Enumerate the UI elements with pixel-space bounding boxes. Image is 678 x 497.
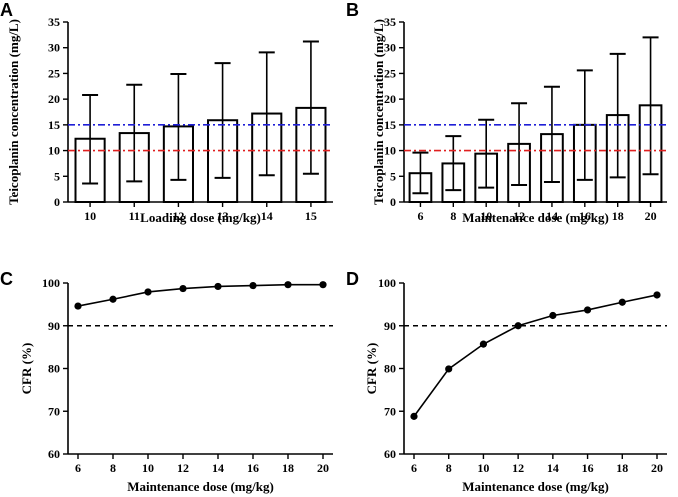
panel-letter: B xyxy=(346,0,359,20)
x-tick-label: 8 xyxy=(110,461,116,475)
x-axis-title: Maintenance dose (mg/kg) xyxy=(462,210,609,225)
y-tick-label: 35 xyxy=(384,15,396,29)
x-tick-label: 20 xyxy=(645,209,657,223)
y-axis-title: CFR (%) xyxy=(364,343,379,395)
data-point xyxy=(179,284,187,293)
x-tick-label: 18 xyxy=(616,461,628,475)
y-tick-label: 90 xyxy=(384,319,396,333)
x-tick-label: 6 xyxy=(417,209,423,223)
x-tick-label: 8 xyxy=(446,461,452,475)
y-tick-label: 30 xyxy=(48,41,60,55)
x-tick-label: 11 xyxy=(129,209,140,223)
x-tick-label: 14 xyxy=(547,461,559,475)
x-tick-label: 12 xyxy=(172,209,184,223)
data-point xyxy=(214,282,222,291)
x-tick-label: 20 xyxy=(317,461,329,475)
y-tick-label: 60 xyxy=(48,447,60,461)
x-tick-label: 12 xyxy=(513,209,525,223)
data-point xyxy=(583,306,592,314)
y-tick-label: 10 xyxy=(48,144,60,158)
panel-d: D 60 70 80 90 100 CFR (%) Maintenance dose (mg/… xyxy=(346,269,667,494)
x-axis-title: Loading dose (mg/kg) xyxy=(140,210,261,225)
x-tick-label: 10 xyxy=(477,461,489,475)
y-axis-title: Teicoplanin concentration (mg/L) xyxy=(371,19,386,205)
x-tick-label: 10 xyxy=(142,461,154,475)
y-tick-label: 80 xyxy=(384,362,396,376)
y-tick-label: 100 xyxy=(378,276,396,290)
x-tick-label: 10 xyxy=(480,209,492,223)
y-axis-title: CFR (%) xyxy=(19,343,34,395)
x-tick-label: 16 xyxy=(579,209,591,223)
x-tick-label: 6 xyxy=(411,461,417,475)
x-tick-label: 14 xyxy=(212,461,224,475)
x-tick-label: 12 xyxy=(512,461,524,475)
data-point xyxy=(319,281,327,289)
series-line xyxy=(77,283,323,307)
x-tick-label: 14 xyxy=(261,209,273,223)
x-tick-label: 6 xyxy=(75,461,81,475)
data-point xyxy=(549,311,557,320)
y-tick-label: 35 xyxy=(48,15,60,29)
y-tick-label: 90 xyxy=(48,319,60,333)
data-point xyxy=(479,340,488,348)
y-tick-label: 0 xyxy=(54,195,60,209)
y-tick-label: 30 xyxy=(384,41,396,55)
x-tick-label: 20 xyxy=(651,461,663,475)
data-point xyxy=(109,295,117,303)
x-axis-title: Maintenance dose (mg/kg) xyxy=(127,479,274,494)
panel-letter: A xyxy=(0,0,13,20)
x-axis-title: Maintenance dose (mg/kg) xyxy=(462,479,609,494)
y-tick-label: 5 xyxy=(54,169,60,183)
x-tick-label: 18 xyxy=(282,461,294,475)
x-tick-label: 14 xyxy=(546,209,558,223)
y-tick-label: 10 xyxy=(384,144,396,158)
data-point xyxy=(618,298,626,306)
y-tick-label: 60 xyxy=(384,447,396,461)
x-tick-label: 10 xyxy=(84,209,96,223)
data-point xyxy=(249,281,257,290)
y-tick-label: 100 xyxy=(42,276,60,290)
y-tick-label: 80 xyxy=(48,362,60,376)
y-tick-label: 25 xyxy=(384,66,396,80)
data-point xyxy=(284,281,292,289)
x-tick-label: 16 xyxy=(247,461,259,475)
data-point xyxy=(144,288,152,296)
panel-c: C 60 70 80 90 100 CFR (%) Maintenance dose (mg/… xyxy=(0,269,333,494)
y-tick-label: 70 xyxy=(384,404,396,418)
data-point xyxy=(514,322,522,330)
y-axis-title: Teicoplanin concentration (mg/L) xyxy=(6,19,21,205)
data-point xyxy=(445,365,453,373)
y-tick-label: 0 xyxy=(390,195,396,209)
panel-letter: C xyxy=(0,269,13,289)
x-tick-label: 18 xyxy=(612,209,624,223)
panel-letter: D xyxy=(346,269,359,289)
x-tick-label: 15 xyxy=(305,209,317,223)
y-tick-label: 20 xyxy=(384,92,396,106)
x-tick-label: 13 xyxy=(217,209,229,223)
data-point xyxy=(653,291,661,299)
y-tick-label: 15 xyxy=(48,118,60,132)
data-point xyxy=(410,412,418,420)
x-tick-label: 8 xyxy=(450,209,456,223)
panel-a: A 0 5 10 15 20 25 30 35 Teicoplanin concentration… xyxy=(0,0,333,225)
y-tick-label: 5 xyxy=(390,169,396,183)
series-line xyxy=(413,294,658,417)
y-tick-label: 70 xyxy=(48,404,60,418)
y-tick-label: 25 xyxy=(48,66,60,80)
y-tick-label: 20 xyxy=(48,92,60,106)
data-point xyxy=(74,302,82,310)
x-tick-label: 12 xyxy=(177,461,189,475)
y-tick-label: 15 xyxy=(384,118,396,132)
x-tick-label: 16 xyxy=(582,461,594,475)
